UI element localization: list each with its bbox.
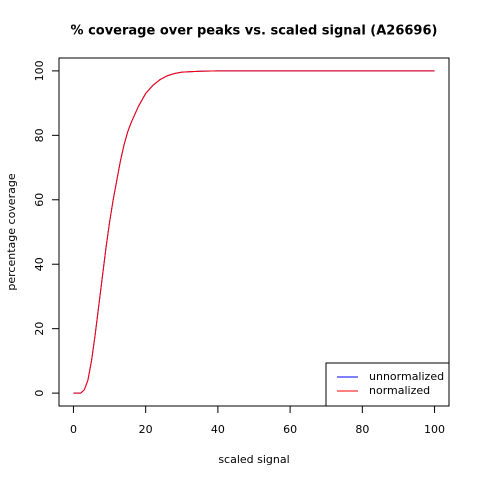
chart-title: % coverage over peaks vs. scaled signal … bbox=[71, 24, 438, 39]
x-tick-label: 40 bbox=[211, 423, 225, 436]
x-tick-label: 0 bbox=[70, 423, 77, 436]
y-tick-label: 60 bbox=[33, 193, 46, 207]
x-tick-label: 60 bbox=[283, 423, 297, 436]
y-tick-label: 100 bbox=[33, 60, 46, 81]
legend-label: unnormalized bbox=[369, 370, 444, 383]
y-tick-label: 0 bbox=[33, 390, 46, 397]
legend-box bbox=[325, 362, 450, 407]
y-tick-label: 80 bbox=[33, 128, 46, 142]
y-tick-label: 20 bbox=[33, 322, 46, 336]
legend-label: normalized bbox=[369, 384, 430, 397]
y-axis-label: percentage coverage bbox=[5, 173, 18, 290]
data-line bbox=[73, 70, 435, 394]
y-tick-label: 40 bbox=[33, 257, 46, 271]
x-tick-label: 20 bbox=[139, 423, 153, 436]
x-axis-label: scaled signal bbox=[218, 453, 289, 466]
x-tick-label: 80 bbox=[355, 423, 369, 436]
x-tick-label: 100 bbox=[424, 423, 445, 436]
